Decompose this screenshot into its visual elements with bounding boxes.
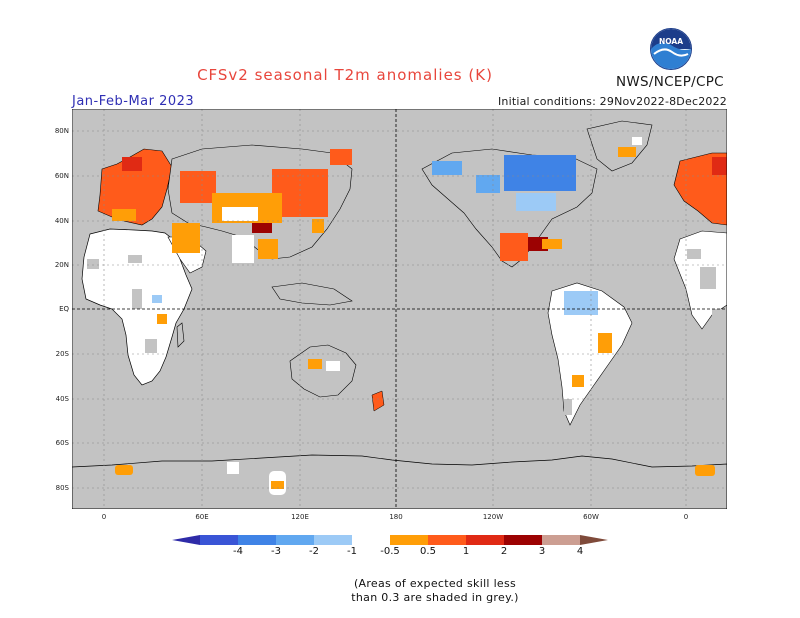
skill-note-line2: than 0.3 are shaded in grey.) bbox=[351, 591, 519, 604]
colorbar-tick-label: -3 bbox=[271, 546, 281, 557]
colorbar-segment bbox=[276, 535, 314, 545]
colorbar-segment bbox=[504, 535, 542, 545]
agency-label: NWS/NCEP/CPC bbox=[616, 74, 724, 90]
lon-label: 120E bbox=[291, 513, 309, 521]
north-america bbox=[421, 148, 598, 268]
colorbar bbox=[172, 535, 608, 545]
greenland bbox=[586, 120, 653, 172]
equator-dateline bbox=[72, 109, 727, 509]
noaa-logo-text: NOAA bbox=[659, 37, 683, 46]
colorbar-segment bbox=[200, 535, 238, 545]
lat-label: 60S bbox=[55, 439, 69, 447]
colorbar-tick-label: 3 bbox=[538, 546, 546, 557]
colorbar-segment bbox=[352, 535, 390, 545]
lon-label: 120W bbox=[482, 513, 504, 521]
lat-label: 40S bbox=[55, 395, 69, 403]
lat-label: 20N bbox=[54, 261, 69, 269]
colorbar-segment bbox=[428, 535, 466, 545]
europe bbox=[97, 148, 173, 226]
initial-conditions-label: Initial conditions: 29Nov2022-8Dec2022 bbox=[497, 95, 727, 108]
colorbar-arrow-high bbox=[580, 535, 608, 545]
colorbar-tick-label: 4 bbox=[576, 546, 584, 557]
colorbar-segment bbox=[542, 535, 580, 545]
skill-note-line1: (Areas of expected skill less bbox=[353, 577, 517, 590]
colorbar-segment bbox=[390, 535, 428, 545]
lat-label: 80S bbox=[55, 484, 69, 492]
colorbar-segment bbox=[314, 535, 352, 545]
colorbar-arrow-low bbox=[172, 535, 200, 545]
noaa-logo-icon: NOAA bbox=[650, 28, 692, 70]
colorbar-tick-label: -0.5 bbox=[380, 546, 400, 557]
map-title: CFSv2 seasonal T2m anomalies (K) bbox=[197, 66, 493, 84]
anomaly-map bbox=[72, 109, 727, 509]
colorbar-tick-label: -1 bbox=[347, 546, 357, 557]
colorbar-segment bbox=[238, 535, 276, 545]
lon-label: 0 bbox=[683, 513, 689, 521]
africa bbox=[81, 228, 193, 386]
lon-label: 60E bbox=[195, 513, 209, 521]
maritime-continent bbox=[271, 282, 353, 306]
colorbar-tick-label: 1 bbox=[462, 546, 470, 557]
lon-label: 0 bbox=[101, 513, 107, 521]
season-label: Jan-Feb-Mar 2023 bbox=[72, 94, 195, 109]
lat-label: EQ bbox=[59, 305, 69, 313]
lat-label: 60N bbox=[54, 172, 69, 180]
australia bbox=[289, 344, 385, 412]
colorbar-tick-label: -4 bbox=[233, 546, 243, 557]
lon-label: 180 bbox=[389, 513, 403, 521]
europe-east-edge bbox=[673, 152, 727, 330]
colorbar-tick-label: 2 bbox=[500, 546, 508, 557]
lon-label: 60W bbox=[583, 513, 599, 521]
colorbar-tick-label: 0.5 bbox=[420, 546, 436, 557]
colorbar-tick-label: -2 bbox=[309, 546, 319, 557]
south-america bbox=[547, 282, 633, 426]
antarctica bbox=[72, 454, 727, 509]
lat-label: 20S bbox=[55, 350, 69, 358]
colorbar-segment bbox=[466, 535, 504, 545]
lat-label: 40N bbox=[54, 217, 69, 225]
lat-label: 80N bbox=[54, 127, 69, 135]
